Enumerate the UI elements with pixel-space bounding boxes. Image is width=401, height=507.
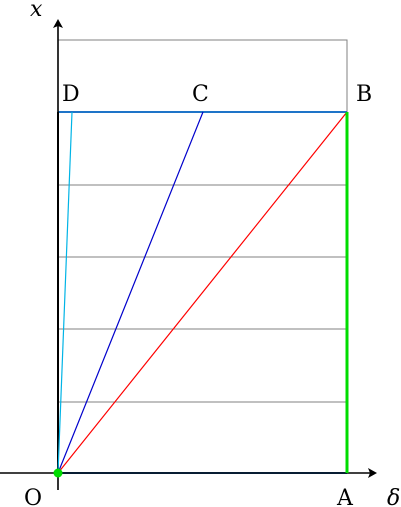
line-OD <box>57 111 73 474</box>
line-OC <box>57 111 204 474</box>
point-D-label: D <box>62 82 80 107</box>
point-C-label: C <box>192 82 209 107</box>
point-A-label: A <box>336 486 354 507</box>
line-OB <box>57 111 348 474</box>
delta-axis-arrow <box>368 468 377 478</box>
point-B-label: B <box>356 82 372 107</box>
x-axis-label: x <box>30 0 43 22</box>
point-O-label: O <box>24 486 42 507</box>
x-axis-arrow <box>53 19 63 28</box>
origin-dot <box>53 468 63 478</box>
delta-axis-label: δ <box>387 486 400 507</box>
